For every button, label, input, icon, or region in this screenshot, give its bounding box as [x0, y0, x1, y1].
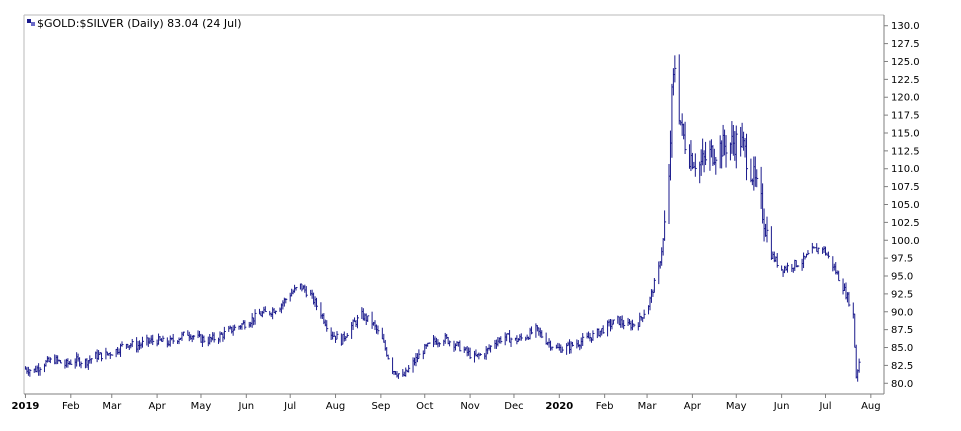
chart-icon [27, 19, 35, 26]
y-tick-label: 120.0 [891, 93, 920, 104]
x-axis-ticks: 2019 Feb Mar Apr May Jun Jul Aug Sep Oct Nov Dec 202… [12, 394, 881, 412]
y-tick-label: 125.0 [891, 57, 920, 68]
y-tick-label: 102.5 [891, 218, 920, 229]
x-tick-label: Dec [504, 401, 523, 412]
y-tick-label: 80.0 [891, 379, 913, 390]
y-tick-label: 90.0 [891, 307, 913, 318]
x-tick-label: Aug [861, 401, 881, 412]
x-tick-label: Jun [238, 401, 255, 412]
x-tick-label: Jul [283, 401, 296, 412]
x-tick-label: 2020 [545, 401, 573, 412]
x-tick-label: May [726, 401, 747, 412]
x-tick-label: Oct [416, 401, 433, 412]
y-tick-label: 115.0 [891, 128, 920, 139]
x-tick-label: Nov [460, 401, 480, 412]
y-tick-label: 100.0 [891, 236, 920, 247]
y-tick-label: 110.0 [891, 164, 920, 175]
y-tick-label: 127.5 [891, 39, 920, 50]
x-tick-label: Feb [596, 401, 614, 412]
y-tick-label: 85.0 [891, 343, 913, 354]
chart-title: $GOLD:$SILVER (Daily) 83.04 (24 Jul) [37, 17, 242, 30]
y-tick-label: 82.5 [891, 361, 913, 372]
x-tick-label: Aug [326, 401, 346, 412]
chart-title-group: $GOLD:$SILVER (Daily) 83.04 (24 Jul) [27, 17, 242, 30]
x-tick-label: May [191, 401, 212, 412]
y-tick-label: 112.5 [891, 146, 920, 157]
y-tick-label: 122.5 [891, 75, 920, 86]
y-tick-label: 130.0 [891, 21, 920, 32]
x-tick-label: Mar [638, 401, 658, 412]
x-tick-label: Sep [371, 401, 390, 412]
y-tick-label: 107.5 [891, 182, 920, 193]
x-tick-label: Jun [773, 401, 790, 412]
y-tick-label: 97.5 [891, 254, 913, 265]
y-tick-label: 105.0 [891, 200, 920, 211]
y-tick-label: 117.5 [891, 111, 920, 122]
x-tick-label: Mar [102, 401, 122, 412]
plot-frame [23, 14, 885, 395]
x-tick-label: 2019 [12, 401, 40, 412]
x-tick-label: Apr [684, 401, 702, 412]
x-tick-label: Jul [818, 401, 831, 412]
y-tick-label: 95.0 [891, 272, 913, 283]
series-layer [24, 54, 861, 382]
y-tick-label: 87.5 [891, 325, 913, 336]
x-tick-label: Feb [62, 401, 80, 412]
y-tick-label: 92.5 [891, 289, 913, 300]
y-axis-ticks: 80.0 82.5 85.0 87.5 90.0 92.5 95.0 97.5 100.0 102… [884, 21, 920, 390]
x-tick-label: Apr [148, 401, 166, 412]
